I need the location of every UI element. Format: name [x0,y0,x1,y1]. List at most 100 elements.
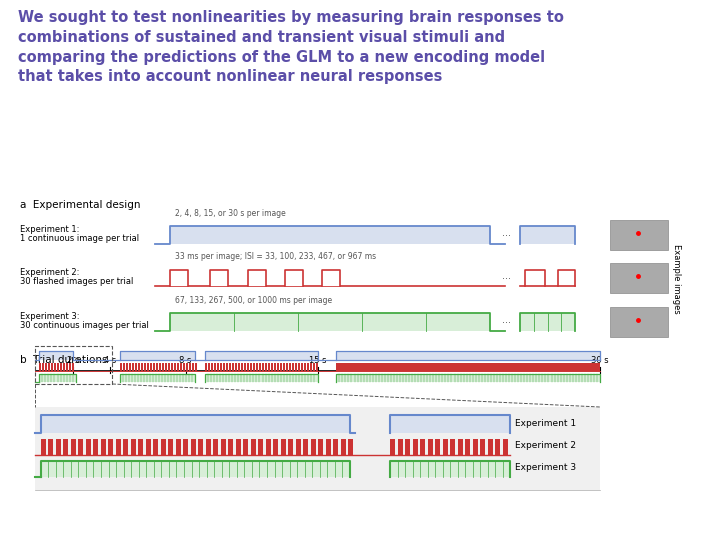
Bar [341,439,346,455]
Bar [508,363,510,371]
Bar [400,363,402,371]
Text: 8 s: 8 s [179,356,192,365]
Bar [292,363,294,371]
Bar [503,439,508,455]
Bar [594,363,597,371]
Bar [150,363,152,371]
Bar [591,363,594,371]
Bar [558,363,561,371]
Bar [246,363,249,371]
Bar [122,363,125,371]
Bar [435,439,440,455]
Bar [336,351,600,360]
Bar [258,439,263,455]
Bar [310,439,315,455]
Text: 67, 133, 267, 500, or 1000 ms per image: 67, 133, 267, 500, or 1000 ms per image [175,296,332,305]
Bar [342,363,345,371]
Bar [276,363,279,371]
Bar [214,363,216,371]
Bar [375,363,378,371]
Bar [336,363,339,371]
Bar [288,439,293,455]
Bar [274,363,276,371]
Text: 33 ms per image; ISI = 33, 100, 233, 467, or 967 ms: 33 ms per image; ISI = 33, 100, 233, 467… [175,252,376,261]
Bar [232,363,234,371]
Bar [120,363,122,371]
Bar [429,363,432,371]
Bar [251,439,256,455]
Bar [35,346,112,384]
Bar [307,363,309,371]
Bar [414,363,417,371]
Bar [250,363,252,371]
Text: Experiment 1: Experiment 1 [515,420,576,429]
Bar [576,363,579,371]
Bar [387,363,390,371]
Bar [180,363,182,371]
Text: 1 continuous image per trial: 1 continuous image per trial [20,234,139,243]
Bar [40,439,45,455]
Text: ...: ... [502,315,511,325]
Bar [171,363,174,371]
Text: ...: ... [502,228,511,238]
Bar [285,270,303,286]
Text: 2 s: 2 s [66,356,78,365]
Bar [170,313,490,331]
Bar [450,439,455,455]
Bar [42,363,44,371]
Bar [480,439,485,455]
Bar [144,363,146,371]
Bar [281,439,286,455]
Bar [420,363,423,371]
Bar [40,461,350,477]
Bar [243,439,248,455]
Text: a  Experimental design: a Experimental design [20,200,140,210]
Bar [261,363,264,371]
Text: Experiment 2:: Experiment 2: [20,268,79,277]
Bar [217,363,219,371]
Bar [161,439,166,455]
Bar [384,363,387,371]
Bar [487,439,492,455]
Bar [286,363,288,371]
Text: Experiment 3:: Experiment 3: [20,312,79,321]
Bar [348,363,351,371]
Bar [264,363,267,371]
Bar [204,374,318,382]
Bar [441,363,444,371]
Bar [210,363,213,371]
Bar [378,363,381,371]
Bar [40,415,350,433]
Bar [48,363,50,371]
Bar [504,363,507,371]
Bar [120,351,195,360]
Bar [520,313,575,331]
Bar [156,363,158,371]
Bar [174,363,176,371]
Bar [243,363,246,371]
Bar [519,363,522,371]
Bar [354,363,357,371]
Bar [147,363,149,371]
Bar [220,439,225,455]
Bar [39,351,73,360]
Bar [238,363,240,371]
Bar [228,439,233,455]
Bar [228,363,231,371]
Text: Experiment 2: Experiment 2 [515,442,576,450]
Bar [325,439,330,455]
Bar [282,363,285,371]
Bar [258,363,261,371]
Bar [108,439,113,455]
Bar [534,363,537,371]
Bar [198,439,203,455]
Bar [339,363,342,371]
Bar [546,363,549,371]
Bar [63,363,66,371]
Bar [492,363,495,371]
Bar [213,439,218,455]
Bar [411,363,414,371]
Bar [588,363,591,371]
Bar [162,363,164,371]
Bar [472,439,477,455]
